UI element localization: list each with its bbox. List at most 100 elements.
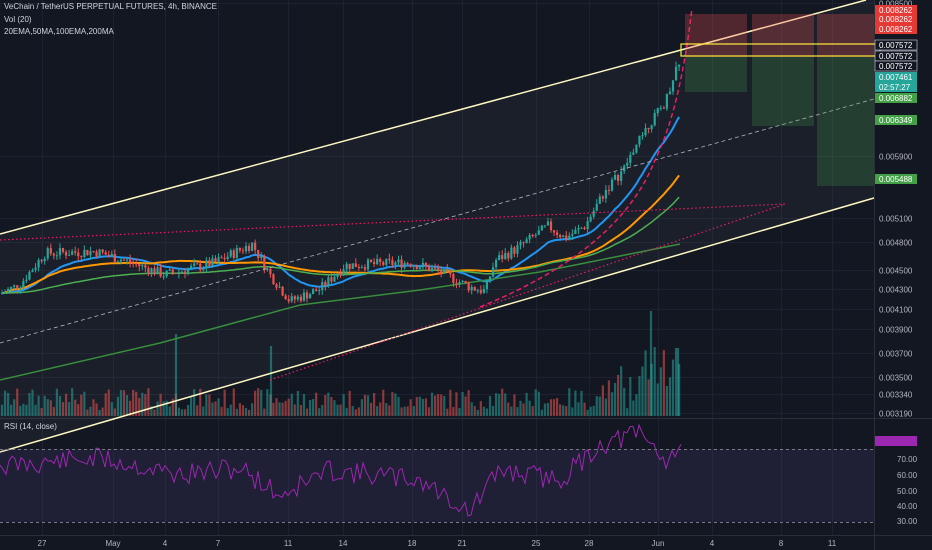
- candle-down: [427, 266, 431, 272]
- candle-up: [19, 287, 22, 289]
- candle-up: [168, 269, 171, 271]
- candle-down: [363, 267, 367, 270]
- candle-down: [257, 250, 260, 259]
- candle-up: [278, 286, 281, 288]
- volume-bar: [668, 377, 672, 416]
- candle-up: [150, 268, 153, 274]
- candle-down: [434, 267, 437, 269]
- volume-bar: [617, 374, 620, 416]
- price-tag: [875, 5, 917, 15]
- drawings: [0, 0, 875, 453]
- volume-bar: [58, 395, 62, 416]
- candle-up: [119, 259, 123, 262]
- volume-bar: [302, 393, 306, 416]
- time-tick-label: 11: [284, 539, 293, 548]
- candle-down: [223, 258, 226, 260]
- candle-up: [308, 294, 312, 299]
- volume-bar: [110, 402, 113, 416]
- time-tick-label: 28: [585, 539, 594, 548]
- volume-bar: [571, 407, 574, 416]
- candle-up: [626, 162, 629, 166]
- candle-down: [299, 296, 302, 301]
- legend-volume: Vol (20): [4, 15, 32, 24]
- price-tick-label: 0.005100: [879, 215, 913, 224]
- candle-down: [324, 282, 327, 287]
- candle-down: [455, 282, 458, 285]
- candle-up: [510, 247, 513, 259]
- volume-bar: [629, 376, 632, 416]
- rsi-tick-label: 70.00: [897, 455, 918, 464]
- candle-up: [546, 221, 550, 226]
- candle-down: [473, 286, 476, 291]
- candle-up: [498, 255, 501, 260]
- volume-bar: [339, 404, 342, 416]
- candle-up: [504, 253, 507, 260]
- candle-up: [10, 286, 13, 289]
- volume-bar: [226, 408, 229, 416]
- candle-up: [342, 269, 345, 275]
- volume-bar: [409, 399, 412, 416]
- rsi-panel: [0, 423, 874, 523]
- volume-bar: [211, 402, 214, 416]
- candle-up: [7, 288, 10, 293]
- candle-up: [366, 259, 370, 270]
- candle-up: [141, 265, 144, 267]
- candle-up: [641, 135, 644, 137]
- volume-bar: [83, 391, 86, 416]
- volume-bar: [266, 389, 269, 416]
- time-tick-label: 25: [532, 539, 541, 548]
- volume-bar: [13, 399, 16, 416]
- price-tag: [875, 174, 917, 184]
- price-tag-label: 0.008262: [879, 25, 913, 34]
- volume-bar: [559, 404, 562, 416]
- volume-bar: [141, 392, 144, 416]
- volume-bar: [653, 347, 656, 416]
- candle-up: [592, 210, 595, 217]
- legend-mas: 20EMA,50MA,100EMA,200MA: [4, 27, 114, 36]
- candle-down: [122, 259, 126, 261]
- volume-bar: [284, 400, 287, 416]
- candle-up: [251, 242, 254, 251]
- volume-bar: [549, 399, 553, 416]
- candle-up: [31, 270, 34, 272]
- volume-bar: [498, 393, 501, 416]
- volume-bar: [205, 394, 208, 416]
- volume-bar: [507, 402, 510, 416]
- candle-down: [281, 286, 284, 296]
- volume-bar: [202, 406, 205, 416]
- short-position-boxes[interactable]: [680, 14, 881, 186]
- candle-down: [92, 251, 95, 253]
- volume-bar: [147, 388, 150, 416]
- candle-up: [638, 135, 641, 145]
- candle-down: [77, 252, 80, 257]
- candle-up: [519, 242, 522, 246]
- volume-bar: [238, 403, 241, 416]
- volume-bar: [476, 409, 479, 416]
- time-tick-label: Jun: [652, 539, 665, 548]
- volume-legend: Vol (20): [4, 15, 32, 25]
- price-tag: [874, 60, 918, 72]
- volume-bar: [71, 388, 74, 416]
- candle-up: [34, 267, 37, 271]
- candle-down: [104, 252, 107, 255]
- candle-down: [232, 250, 235, 258]
- volume-bar: [485, 408, 489, 416]
- candle-down: [464, 280, 467, 284]
- price-tag-label: 0.006349: [879, 116, 913, 125]
- volume-bar: [638, 376, 641, 416]
- rsi-tick-label: 40.00: [897, 502, 918, 511]
- target-zone: [752, 57, 814, 126]
- price-tag-label: 0.007461: [879, 73, 913, 82]
- volume-bar: [46, 399, 49, 416]
- volume-bar: [272, 402, 275, 416]
- price-tick-label: 0.003190: [879, 410, 913, 419]
- volume-bar: [574, 390, 577, 416]
- candle-down: [357, 267, 360, 269]
- volume-bar: [183, 409, 187, 416]
- volume-bar: [122, 390, 126, 416]
- candle-down: [147, 267, 150, 274]
- candle-down: [101, 249, 104, 253]
- volume-bar: [263, 408, 266, 416]
- candle-up: [671, 80, 675, 92]
